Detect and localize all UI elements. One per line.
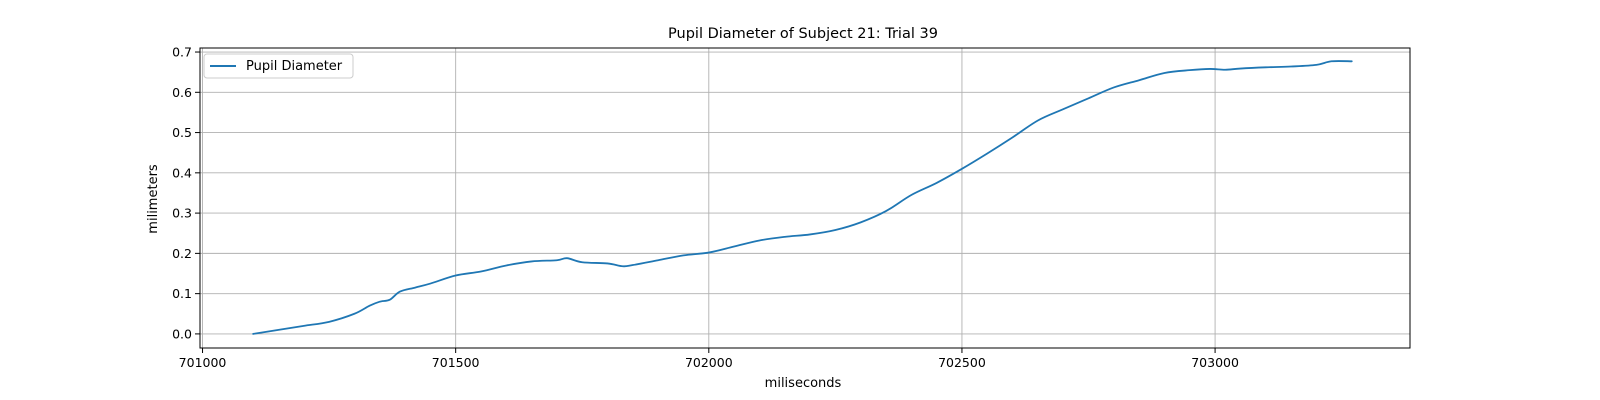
x-tick-label: 702500 bbox=[938, 355, 986, 370]
legend-label: Pupil Diameter bbox=[246, 59, 343, 74]
y-tick-label: 0.3 bbox=[172, 206, 192, 221]
chart-title: Pupil Diameter of Subject 21: Trial 39 bbox=[668, 26, 938, 42]
x-tick-label: 701000 bbox=[179, 355, 227, 370]
y-tick-label: 0.1 bbox=[172, 286, 192, 301]
y-tick-label: 0.7 bbox=[172, 45, 192, 60]
pupil-diameter-line bbox=[252, 60, 1353, 335]
legend-box bbox=[203, 53, 354, 79]
y-tick-label: 0.0 bbox=[172, 326, 192, 341]
y-tick-label: 0.2 bbox=[172, 246, 192, 261]
x-tick-label: 703000 bbox=[1191, 355, 1239, 370]
plot-frame bbox=[199, 47, 1411, 349]
grid-layer bbox=[200, 48, 1410, 348]
legend: Pupil Diameter bbox=[203, 53, 354, 79]
x-tick-label: 701500 bbox=[432, 355, 480, 370]
y-axis-label: milimeters bbox=[146, 164, 161, 234]
x-axis-label: miliseconds bbox=[765, 376, 842, 391]
y-tick-label: 0.4 bbox=[172, 165, 192, 180]
x-tick-label: 702000 bbox=[685, 355, 733, 370]
y-tick-label: 0.5 bbox=[172, 125, 192, 140]
tick-layer: 701000 701500 702000 702500 703000 0.0 0.1 0.2 0… bbox=[172, 45, 1239, 370]
y-tick-label: 0.6 bbox=[172, 85, 192, 100]
series-layer bbox=[252, 60, 1353, 335]
